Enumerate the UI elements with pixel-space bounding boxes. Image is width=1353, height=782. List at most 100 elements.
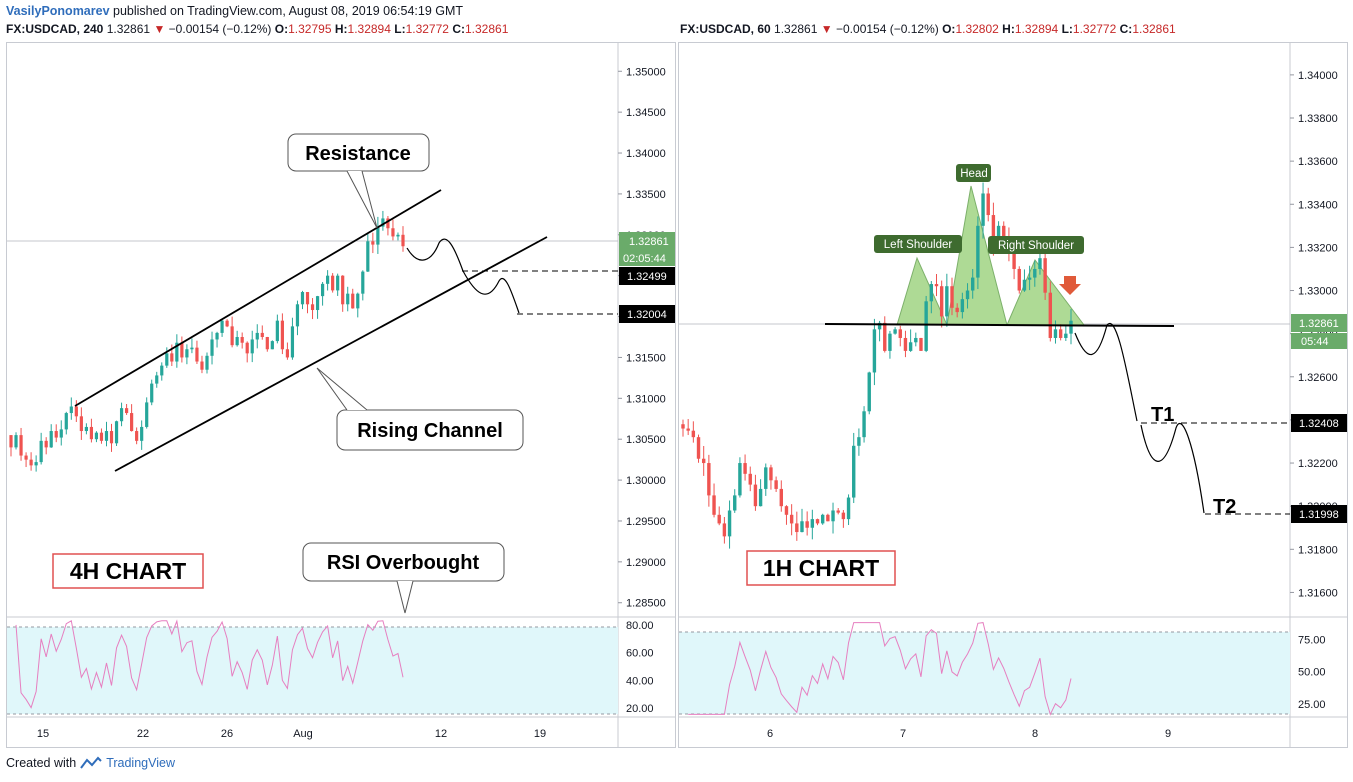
rsi-tick-label: 40.00 [626,675,654,687]
open-value: 1.32802 [955,22,999,36]
created-with-text: Created with [6,756,77,770]
candle-body [54,431,58,438]
candles [9,210,405,472]
candle-body [265,337,269,350]
candle-body [934,284,939,287]
author-link[interactable]: VasilyPonomarev [6,4,110,18]
candle-body [9,435,13,448]
candle-body [707,463,711,496]
candle-body [215,332,219,340]
head-tag [956,164,991,182]
candle-body [681,424,685,429]
candle-body [376,226,380,245]
candle-body [109,431,114,444]
last-price: 1.32861 [774,22,818,36]
candle-body [64,413,68,430]
candle-body [914,337,918,343]
candle-body [722,523,727,537]
y-tick-label: 1.33000 [1298,286,1338,298]
rsi-line [15,619,404,709]
last-price: 1.32861 [106,22,151,36]
channel-callout [336,409,524,451]
right-chart-svg[interactable]: 1.34000 1.33800 1.33600 1.33400 1.33200 1.330… [679,43,1347,747]
candle-body [180,342,184,358]
rsi-axis-ticks: 75.00 50.00 25.00 [1298,634,1326,711]
right-symbol-line: FX:USDCAD, 60 1.32861 ▼ −0.00154 (−0.12%… [680,22,1176,36]
left-chart-svg[interactable]: 1.350001.345001.340001.335001.330001.325… [7,43,675,747]
candle-body [396,234,400,237]
candle-body [386,218,390,229]
candle-body [240,337,244,343]
symbol: FX:USDCAD, 60 [680,22,771,36]
candle-body [74,406,78,417]
candle-body [862,411,866,438]
x-tick-label: 7 [900,728,906,740]
candle-body [79,416,83,432]
candle-body [1069,320,1073,334]
y-tick-label: 1.31800 [1298,544,1338,556]
y-tick-label: 1.33800 [1298,113,1338,125]
countdown-tag [619,250,675,266]
candle-body [255,332,259,340]
candle-body [210,339,214,356]
candle-body [336,275,340,291]
candle-body [155,375,159,384]
candle-body [991,215,996,244]
candle-body [733,495,737,511]
y-tick-label: 1.31000 [626,393,666,405]
candle-body [800,521,804,533]
candle-body [971,277,975,291]
candle-body [743,463,747,474]
candle-body [867,372,871,412]
y-tick-label: 1.33400 [1298,199,1338,211]
right-chart-pane[interactable]: 1.34000 1.33800 1.33600 1.33400 1.33200 1.330… [678,42,1348,748]
rsi-tick-label: 60.00 [626,648,654,660]
candle-body [135,431,139,441]
candle-body [130,413,134,432]
candle-body [945,286,949,317]
candle-body [320,283,325,297]
candle-body [346,293,350,305]
candle-body [929,284,934,302]
rsi-tick-label: 25.00 [1298,699,1326,711]
level2-tag-text: 1.32004 [627,309,667,321]
neckline [824,323,1175,327]
y-tick-label: 1.34000 [1298,70,1338,82]
low-label: L: [1061,22,1073,36]
right-shoulder-label: Right Shoulder [998,240,1074,252]
candle-body [810,519,815,528]
candle-body [59,429,63,438]
tradingview-logo-icon [80,756,102,769]
candle-body [305,292,310,305]
down-arrow-icon [1059,276,1081,295]
candles [681,182,1073,549]
rsi-polyline [15,619,404,709]
left-chart-pane[interactable]: 1.350001.345001.340001.335001.330001.325… [6,42,676,748]
candle-body [738,463,742,496]
candle-body [960,299,965,313]
candle-body [170,353,174,362]
candle-body [841,512,846,520]
candle-body [295,304,300,327]
x-tick-label: 19 [534,728,546,740]
open-value: 1.32795 [288,22,332,36]
close-value: 1.32861 [1132,22,1176,36]
rsi-tick-label: 75.00 [1298,634,1326,646]
y-tick-label: 1.31500 [626,352,666,364]
open-label: O: [274,22,289,36]
candle-body [1058,329,1063,338]
x-tick-label: 9 [1165,728,1171,740]
candle-body [1017,268,1021,291]
candle-body [1053,329,1058,338]
candle-body [1022,279,1027,291]
y-tick-label: 1.33600 [1298,156,1338,168]
left-shoulder-triangle [896,256,948,326]
y-tick-label: 1.29500 [626,516,666,528]
candle-body [701,458,706,464]
tradingview-link[interactable]: TradingView [106,756,175,770]
candle-body [919,337,923,351]
candle-body [939,286,944,317]
candle-body [300,292,305,305]
candle-body [69,406,73,414]
resistance-label: Resistance [305,143,411,165]
